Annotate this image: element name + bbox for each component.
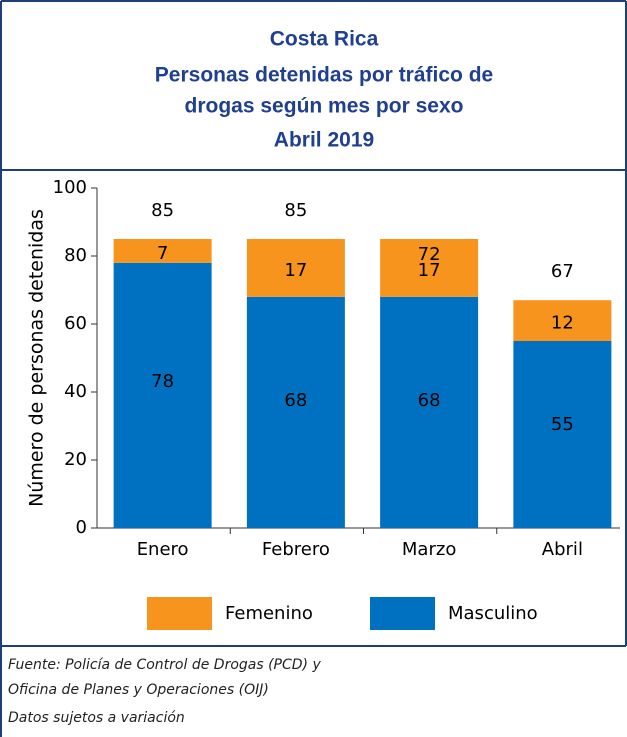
bar-segment xyxy=(113,262,212,528)
bar-segment xyxy=(380,239,479,297)
bar-segment xyxy=(513,341,612,528)
bar-segment xyxy=(380,296,479,528)
y-tick-label: 0 xyxy=(76,517,87,538)
x-tick-label: Enero xyxy=(137,539,189,560)
total-label: 85 xyxy=(151,200,174,221)
x-tick-label: Marzo xyxy=(402,539,456,560)
y-tick-label: 20 xyxy=(64,449,87,470)
legend-swatch xyxy=(370,597,435,630)
data-label: 68 xyxy=(418,390,441,411)
total-label: 85 xyxy=(284,200,307,221)
y-tick-label: 40 xyxy=(64,381,87,402)
y-tick-label: 80 xyxy=(64,245,87,266)
bar-segment xyxy=(246,239,345,297)
footer-note: Fuente: Policía de Control de Drogas (PC… xyxy=(8,657,321,673)
y-tick-label: 60 xyxy=(64,313,87,334)
data-label: 78 xyxy=(151,371,174,392)
legend-label: Masculino xyxy=(448,603,538,624)
data-label: 12 xyxy=(551,313,574,334)
footer-note: Oficina de Planes y Operaciones (OIJ) xyxy=(8,682,269,698)
total-label: 67 xyxy=(551,261,574,282)
y-axis-label: Número de personas detenidas xyxy=(26,209,48,507)
bar-segment xyxy=(513,300,612,341)
chart-title: Costa Rica xyxy=(270,28,379,51)
data-label: 17 xyxy=(284,260,307,281)
x-tick-label: Febrero xyxy=(262,539,330,560)
bar-segment xyxy=(113,239,212,263)
data-label: 68 xyxy=(284,390,307,411)
legend-label: Femenino xyxy=(225,603,313,624)
y-tick-label: 100 xyxy=(53,177,87,198)
subtitle: Personas detenidas por tráfico de xyxy=(155,64,493,87)
legend-swatch xyxy=(147,597,212,630)
total-label: 72 xyxy=(418,244,441,265)
data-label: 17 xyxy=(418,260,441,281)
subtitle: drogas según mes por sexo xyxy=(185,95,464,118)
x-tick-label: Abril xyxy=(542,539,583,560)
bar-segment xyxy=(246,296,345,528)
data-label: 55 xyxy=(551,414,574,435)
footer-note: Datos sujetos a variación xyxy=(8,710,185,726)
data-label: 7 xyxy=(157,243,168,264)
subtitle: Abril 2019 xyxy=(274,129,374,152)
